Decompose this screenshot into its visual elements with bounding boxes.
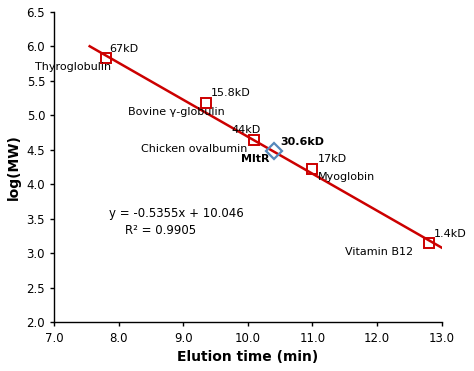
Text: 30.6kD: 30.6kD — [280, 138, 324, 148]
Text: MltR: MltR — [241, 154, 270, 164]
Text: R² = 0.9905: R² = 0.9905 — [125, 224, 196, 237]
Text: Myoglobin: Myoglobin — [318, 172, 375, 182]
Text: y = -0.5355x + 10.046: y = -0.5355x + 10.046 — [109, 207, 244, 220]
Text: 67kD: 67kD — [109, 44, 138, 54]
Text: 44kD: 44kD — [232, 125, 261, 135]
Text: Vitamin B12: Vitamin B12 — [345, 247, 413, 257]
X-axis label: Elution time (min): Elution time (min) — [177, 350, 319, 364]
Text: Chicken ovalbumin: Chicken ovalbumin — [141, 144, 248, 154]
Text: 17kD: 17kD — [318, 154, 347, 164]
Text: Thyroglobulin: Thyroglobulin — [35, 62, 111, 72]
Y-axis label: log(MW): log(MW) — [7, 134, 21, 200]
Text: Bovine γ-globulin: Bovine γ-globulin — [128, 107, 225, 117]
Text: 15.8kD: 15.8kD — [211, 88, 251, 98]
Text: 1.4kD: 1.4kD — [434, 229, 466, 239]
